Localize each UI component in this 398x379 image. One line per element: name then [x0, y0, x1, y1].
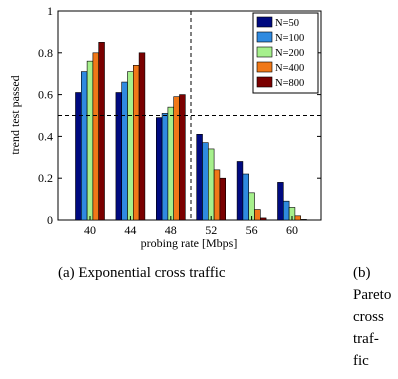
bar	[254, 209, 261, 221]
legend-swatch	[256, 46, 273, 58]
bar	[161, 113, 169, 221]
x-axis-label: probing rate [Mbps]	[141, 236, 238, 250]
y-tick-label: 0.6	[38, 88, 53, 102]
bar	[167, 106, 174, 221]
y-tick-label: 0.4	[38, 129, 53, 143]
bars-group	[75, 42, 307, 221]
bar	[208, 148, 215, 221]
bar	[277, 182, 284, 221]
bar	[219, 177, 226, 221]
legend-swatch	[256, 76, 273, 88]
bar	[121, 81, 128, 221]
bar	[259, 217, 267, 221]
bar	[196, 134, 203, 221]
bar	[213, 169, 221, 221]
legend-label: N=50	[275, 18, 299, 29]
legend-label: N=800	[275, 78, 304, 89]
x-tick-label: 60	[286, 223, 298, 237]
y-axis-label: trend test passed	[8, 75, 22, 154]
y-tick-label: 0.8	[38, 46, 53, 60]
bar	[127, 71, 134, 221]
x-tick-label: 40	[84, 223, 96, 237]
caption-b-line: (b)	[353, 265, 371, 281]
legend-swatch	[256, 31, 273, 43]
legend-label: N=200	[275, 48, 304, 59]
caption-a: (a) Exponential cross traffic	[58, 265, 226, 281]
bar	[133, 65, 140, 221]
bar	[138, 52, 146, 221]
x-tick-label: 48	[165, 223, 177, 237]
bar	[75, 92, 82, 221]
bar	[115, 92, 123, 221]
bar	[242, 173, 249, 221]
legend-label: N=400	[275, 63, 304, 74]
y-tick-label: 1	[47, 4, 53, 18]
bar	[86, 60, 94, 221]
bar	[248, 192, 255, 221]
legend: N=50 N=100 N=200 N=400 N=800	[252, 12, 319, 94]
x-tick-label: 52	[205, 223, 217, 237]
x-tick-label: 56	[246, 223, 258, 237]
y-tick-label: 0.2	[38, 171, 53, 185]
bar	[202, 142, 209, 221]
bar	[81, 71, 88, 221]
x-axis-ticks: 40 44 48 52 56 60	[84, 216, 298, 237]
bar	[179, 94, 186, 221]
bar	[156, 117, 163, 221]
legend-label: N=100	[275, 33, 304, 44]
bar	[294, 215, 301, 221]
caption-b-line: traf-	[353, 331, 379, 347]
x-tick-label: 44	[124, 223, 136, 237]
bar	[236, 161, 244, 221]
bar	[92, 52, 100, 221]
caption-b: (b) Pareto cross traf- fic	[353, 262, 398, 372]
y-tick-label: 0	[47, 213, 53, 227]
bar	[300, 219, 307, 221]
caption-b-line: fic	[353, 353, 369, 369]
bar	[98, 42, 105, 221]
caption-b-line: cross	[353, 309, 384, 325]
legend-swatch	[256, 61, 273, 73]
y-axis-ticks: 0 0.2 0.4 0.6 0.8 1	[38, 4, 321, 227]
bar	[282, 200, 290, 221]
legend-swatch	[256, 16, 273, 28]
caption-b-line: Pareto	[353, 287, 392, 303]
